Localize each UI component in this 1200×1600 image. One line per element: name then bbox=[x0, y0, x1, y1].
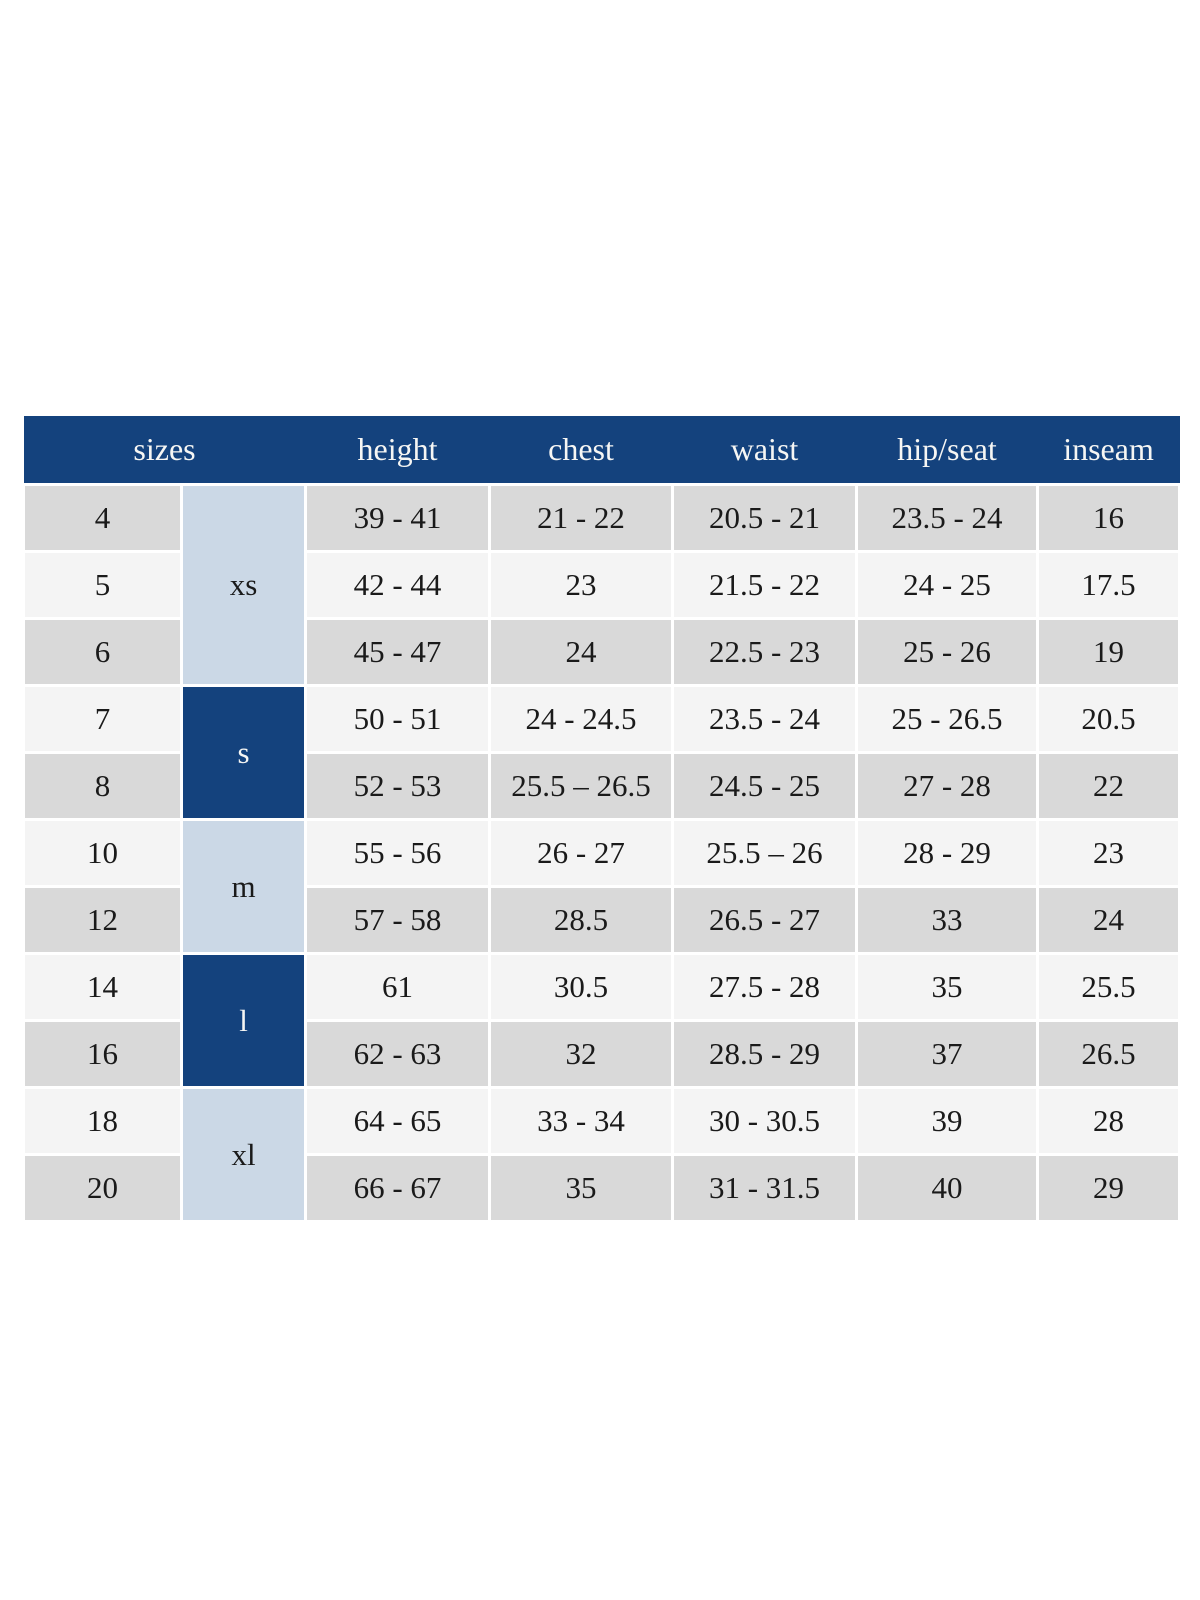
cell-height: 39 - 41 bbox=[304, 483, 492, 553]
cell-height: 57 - 58 bbox=[304, 885, 492, 955]
cell-waist: 20.5 - 21 bbox=[671, 483, 859, 553]
header-row: sizes height chest waist hip/seat inseam bbox=[23, 416, 1180, 485]
cell-waist: 23.5 - 24 bbox=[671, 684, 859, 754]
table-row-size-8: 8 52 - 53 25.5 – 26.5 24.5 - 25 27 - 28 … bbox=[22, 751, 1182, 821]
cell-hip-seat: 40 bbox=[855, 1153, 1040, 1223]
cell-inseam: 28 bbox=[1036, 1086, 1182, 1156]
cell-chest: 26 - 27 bbox=[488, 818, 675, 888]
cell-waist: 28.5 - 29 bbox=[671, 1019, 859, 1089]
cell-size: 20 bbox=[22, 1153, 183, 1223]
cell-waist: 24.5 - 25 bbox=[671, 751, 859, 821]
cell-chest: 35 bbox=[488, 1153, 675, 1223]
cell-chest: 25.5 – 26.5 bbox=[488, 751, 675, 821]
cell-size-group-xs: xs bbox=[179, 483, 308, 687]
table-row-size-14: 14 l 61 30.5 27.5 - 28 35 25.5 bbox=[22, 952, 1182, 1089]
cell-hip-seat: 23.5 - 24 bbox=[855, 483, 1040, 553]
cell-size: 8 bbox=[22, 751, 183, 821]
cell-chest: 30.5 bbox=[488, 952, 675, 1022]
cell-chest: 33 - 34 bbox=[488, 1086, 675, 1156]
cell-size-group-xl: xl bbox=[179, 1086, 308, 1223]
cell-size-group-m: m bbox=[179, 818, 308, 955]
cell-inseam: 20.5 bbox=[1036, 684, 1182, 754]
cell-inseam: 16 bbox=[1036, 483, 1182, 553]
cell-waist: 27.5 - 28 bbox=[671, 952, 859, 1022]
column-header-chest: chest bbox=[489, 416, 673, 485]
cell-waist: 21.5 - 22 bbox=[671, 550, 859, 620]
column-header-sizes: sizes bbox=[23, 416, 306, 485]
cell-chest: 28.5 bbox=[488, 885, 675, 955]
cell-chest: 24 - 24.5 bbox=[488, 684, 675, 754]
table-row-size-12: 12 57 - 58 28.5 26.5 - 27 33 24 bbox=[22, 885, 1182, 955]
table-row-size-20: 20 66 - 67 35 31 - 31.5 40 29 bbox=[22, 1153, 1182, 1223]
cell-size-group-s: s bbox=[179, 684, 308, 821]
cell-hip-seat: 37 bbox=[855, 1019, 1040, 1089]
table-row-size-7: 7 s 50 - 51 24 - 24.5 23.5 - 24 25 - 26.… bbox=[22, 684, 1182, 821]
table-row-size-4: 4 xs 39 - 41 21 - 22 20.5 - 21 23.5 - 24… bbox=[22, 483, 1182, 687]
cell-height: 45 - 47 bbox=[304, 617, 492, 687]
cell-inseam: 23 bbox=[1036, 818, 1182, 888]
cell-size: 7 bbox=[22, 684, 183, 754]
size-chart-table: sizes height chest waist hip/seat inseam… bbox=[22, 416, 1182, 1223]
table-row-size-16: 16 62 - 63 32 28.5 - 29 37 26.5 bbox=[22, 1019, 1182, 1089]
cell-height: 66 - 67 bbox=[304, 1153, 492, 1223]
cell-height: 62 - 63 bbox=[304, 1019, 492, 1089]
cell-size: 6 bbox=[22, 617, 183, 687]
table-row-size-10: 10 m 55 - 56 26 - 27 25.5 – 26 28 - 29 2… bbox=[22, 818, 1182, 955]
cell-height: 50 - 51 bbox=[304, 684, 492, 754]
cell-height: 64 - 65 bbox=[304, 1086, 492, 1156]
cell-inseam: 24 bbox=[1036, 885, 1182, 955]
column-header-waist: waist bbox=[672, 416, 857, 485]
cell-waist: 22.5 - 23 bbox=[671, 617, 859, 687]
size-chart: sizes height chest waist hip/seat inseam… bbox=[22, 416, 1182, 1223]
cell-inseam: 17.5 bbox=[1036, 550, 1182, 620]
table-row-size-5: 5 42 - 44 23 21.5 - 22 24 - 25 17.5 bbox=[22, 550, 1182, 620]
column-header-hip-seat: hip/seat bbox=[856, 416, 1038, 485]
table-row-size-18: 18 xl 64 - 65 33 - 34 30 - 30.5 39 28 bbox=[22, 1086, 1182, 1223]
cell-inseam: 29 bbox=[1036, 1153, 1182, 1223]
cell-hip-seat: 25 - 26 bbox=[855, 617, 1040, 687]
cell-chest: 23 bbox=[488, 550, 675, 620]
cell-chest: 24 bbox=[488, 617, 675, 687]
cell-size: 16 bbox=[22, 1019, 183, 1089]
cell-chest: 32 bbox=[488, 1019, 675, 1089]
cell-hip-seat: 33 bbox=[855, 885, 1040, 955]
cell-waist: 31 - 31.5 bbox=[671, 1153, 859, 1223]
cell-size: 10 bbox=[22, 818, 183, 888]
cell-chest: 21 - 22 bbox=[488, 483, 675, 553]
cell-inseam: 22 bbox=[1036, 751, 1182, 821]
cell-waist: 26.5 - 27 bbox=[671, 885, 859, 955]
table-row-size-6: 6 45 - 47 24 22.5 - 23 25 - 26 19 bbox=[22, 617, 1182, 687]
cell-waist: 25.5 – 26 bbox=[671, 818, 859, 888]
cell-size: 18 bbox=[22, 1086, 183, 1156]
cell-inseam: 26.5 bbox=[1036, 1019, 1182, 1089]
cell-hip-seat: 35 bbox=[855, 952, 1040, 1022]
cell-inseam: 25.5 bbox=[1036, 952, 1182, 1022]
cell-size: 14 bbox=[22, 952, 183, 1022]
cell-hip-seat: 39 bbox=[855, 1086, 1040, 1156]
column-header-inseam: inseam bbox=[1037, 416, 1180, 485]
cell-height: 55 - 56 bbox=[304, 818, 492, 888]
cell-waist: 30 - 30.5 bbox=[671, 1086, 859, 1156]
cell-inseam: 19 bbox=[1036, 617, 1182, 687]
cell-size-group-l: l bbox=[179, 952, 308, 1089]
cell-size: 5 bbox=[22, 550, 183, 620]
cell-hip-seat: 27 - 28 bbox=[855, 751, 1040, 821]
cell-hip-seat: 24 - 25 bbox=[855, 550, 1040, 620]
cell-hip-seat: 25 - 26.5 bbox=[855, 684, 1040, 754]
column-header-height: height bbox=[305, 416, 490, 485]
cell-hip-seat: 28 - 29 bbox=[855, 818, 1040, 888]
cell-height: 52 - 53 bbox=[304, 751, 492, 821]
cell-size: 4 bbox=[22, 483, 183, 553]
cell-size: 12 bbox=[22, 885, 183, 955]
cell-height: 42 - 44 bbox=[304, 550, 492, 620]
cell-height: 61 bbox=[304, 952, 492, 1022]
